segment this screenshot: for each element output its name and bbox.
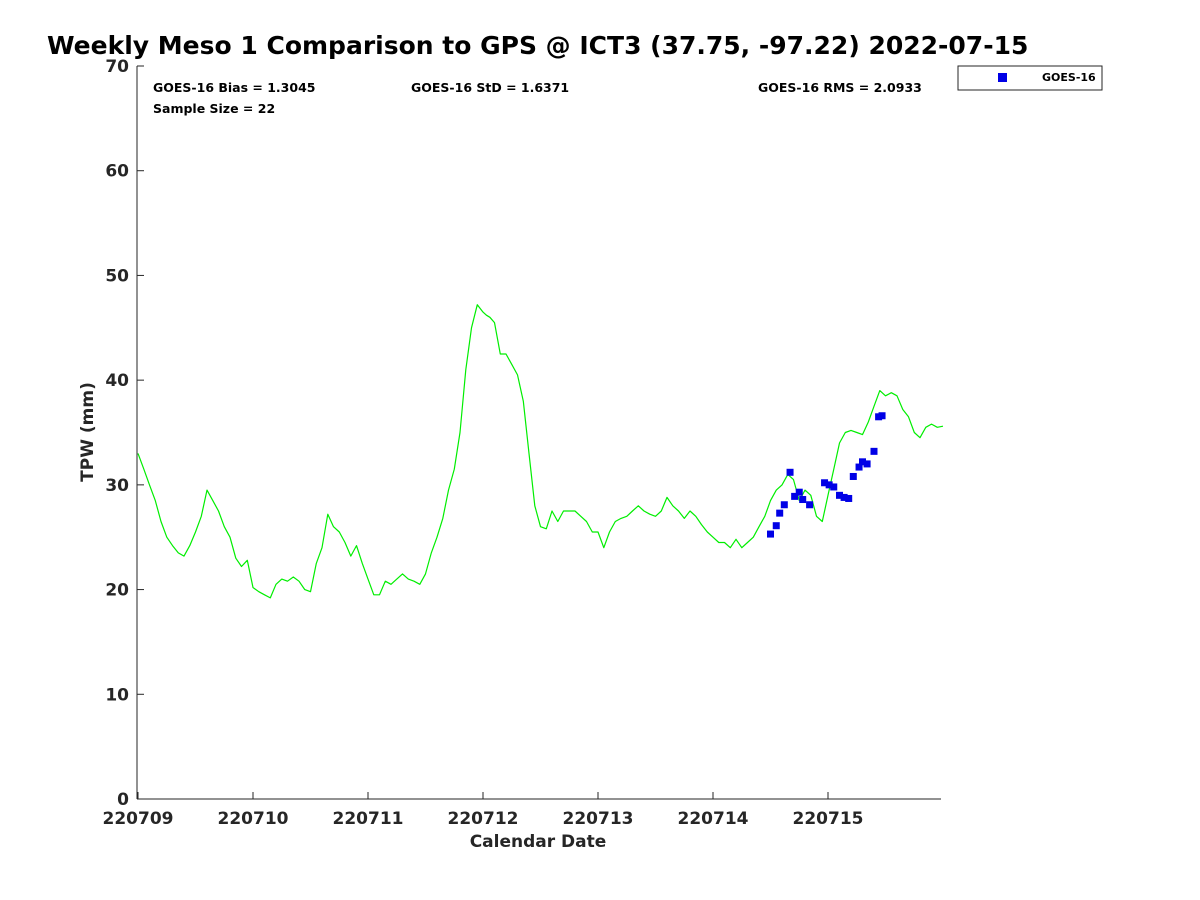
goes16-point (767, 530, 774, 538)
goes16-point (772, 522, 780, 530)
y-tick-label: 50 (105, 266, 129, 286)
x-axis: 220709 220710 220711 220712 220713 220714 2207… (103, 792, 864, 829)
legend-marker-goes16 (998, 73, 1007, 82)
series-layer (137, 304, 944, 599)
goes16-point (821, 479, 829, 487)
bias-stat: GOES-16 Bias = 1.3045 (153, 80, 315, 95)
chart-title: Weekly Meso 1 Comparison to GPS @ ICT3 (… (47, 31, 1028, 60)
goes16-point (840, 493, 848, 501)
y-tick-label: 30 (105, 476, 129, 496)
goes16-point (863, 460, 871, 468)
x-tick-label: 220709 (103, 809, 174, 829)
goes16-point (855, 463, 863, 471)
legend-box (957, 65, 1103, 91)
y-tick-label: 60 (105, 162, 129, 182)
goes16-point (849, 472, 857, 480)
y-axis: 0 10 20 30 40 50 60 70 (105, 57, 144, 810)
goes16-point (806, 501, 814, 509)
x-tick-label: 220710 (218, 809, 289, 829)
rms-stat: GOES-16 RMS = 2.0933 (758, 80, 922, 95)
goes16-point (845, 494, 853, 502)
gps-tpw-line (137, 304, 944, 599)
goes16-point (776, 509, 784, 517)
y-tick-label: 10 (105, 685, 129, 705)
goes16-point (780, 501, 788, 509)
y-tick-label: 0 (117, 790, 129, 810)
plot-area: 0 10 20 30 40 50 60 70 220709 220710 220711 220712… (103, 57, 944, 829)
std-stat: GOES-16 StD = 1.6371 (411, 80, 569, 95)
goes16-point (878, 412, 886, 420)
y-tick-label: 20 (105, 581, 129, 601)
legend: GOES-16 (957, 65, 1103, 91)
goes16-point (791, 492, 799, 500)
x-tick-label: 220715 (793, 809, 864, 829)
goes16-point (825, 481, 833, 489)
x-tick-label: 220714 (678, 809, 749, 829)
y-tick-label: 40 (105, 371, 129, 391)
x-tick-label: 220712 (448, 809, 519, 829)
x-tick-label: 220711 (333, 809, 404, 829)
sample-size-stat: Sample Size = 22 (153, 101, 275, 116)
goes16-point (830, 483, 838, 491)
y-axis-label: TPW (mm) (78, 382, 98, 482)
goes16-point (859, 458, 866, 466)
y-tick-label: 70 (105, 57, 129, 77)
x-tick-label: 220713 (563, 809, 634, 829)
goes16-point (795, 488, 803, 496)
legend-label-goes16: GOES-16 (1042, 71, 1096, 84)
goes16-point (870, 447, 878, 455)
goes16-point (799, 496, 807, 504)
x-axis-label: Calendar Date (470, 832, 607, 852)
goes16-point (786, 468, 794, 476)
goes16-point (836, 491, 843, 499)
